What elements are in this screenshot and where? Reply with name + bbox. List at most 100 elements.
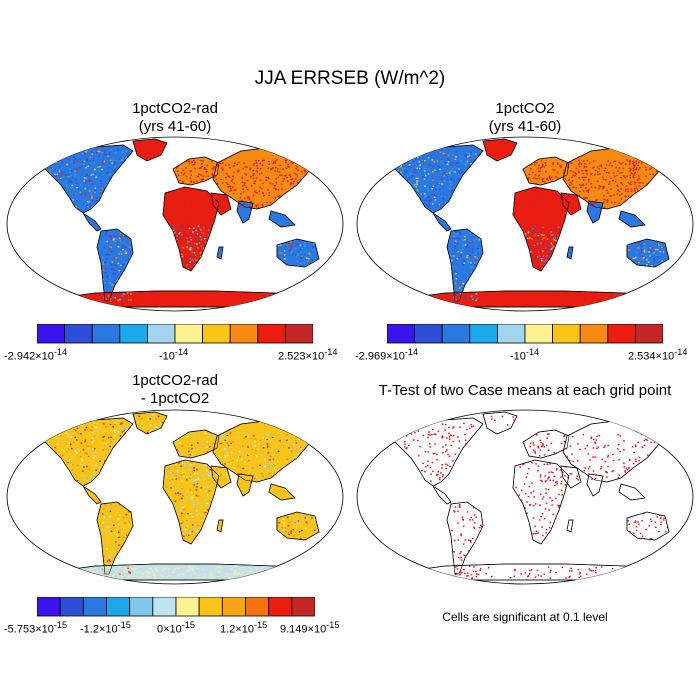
grid-cell: [76, 168, 79, 170]
grid-cell: [144, 150, 146, 152]
grid-cell: [267, 432, 270, 434]
grid-cell: [250, 439, 252, 441]
grid-cell: [641, 262, 643, 265]
grid-cell: [108, 559, 111, 561]
grid-cell: [637, 164, 639, 167]
grid-cell: [468, 255, 471, 257]
grid-cell: [518, 304, 521, 306]
grid-cell: [540, 194, 542, 197]
grid-cell: [129, 570, 132, 572]
grid-cell: [262, 470, 264, 472]
grid-cell: [311, 246, 314, 248]
grid-cell: [176, 210, 178, 212]
grid-cell: [57, 423, 60, 426]
grid-cell: [61, 161, 64, 163]
label-exp: -14: [674, 347, 688, 357]
grid-cell: [101, 152, 103, 154]
grid-cell: [184, 187, 187, 189]
grid-cell: [83, 152, 86, 155]
grid-cell: [229, 573, 231, 575]
grid-cell: [73, 428, 75, 431]
grid-cell: [515, 217, 517, 220]
grid-cell: [494, 148, 497, 150]
grid-cell: [627, 293, 630, 296]
grid-cell: [183, 566, 185, 569]
grid-cell: [262, 436, 265, 439]
grid-cell: [188, 217, 191, 219]
grid-cell: [430, 149, 432, 151]
grid-cell: [83, 465, 86, 467]
grid-cell: [566, 163, 569, 165]
grid-cell: [192, 227, 195, 229]
grid-cell: [94, 295, 96, 297]
grid-cell: [269, 438, 272, 440]
grid-cell: [252, 435, 255, 438]
grid-cell: [114, 292, 117, 295]
grid-cell: [103, 186, 106, 188]
grid-cell: [451, 236, 454, 239]
grid-cell: [563, 201, 566, 203]
grid-cell: [195, 485, 198, 487]
grid-cell: [582, 184, 585, 187]
grid-cell: [67, 175, 70, 178]
grid-cell: [292, 449, 295, 451]
grid-cell: [563, 169, 566, 172]
grid-cell: [110, 533, 112, 535]
grid-cell: [245, 466, 247, 469]
grid-cell: [121, 298, 123, 300]
grid-cell: [183, 494, 185, 497]
grid-cell: [432, 171, 434, 173]
grid-cell: [606, 199, 609, 202]
grid-cell: [555, 201, 558, 203]
grid-cell: [96, 175, 98, 177]
grid-cell: [71, 150, 74, 152]
grid-cell: [554, 211, 556, 213]
grid-cell: [289, 183, 292, 186]
grid-cell: [290, 446, 293, 449]
grid-cell: [592, 160, 595, 162]
grid-cell: [565, 204, 568, 207]
grid-cell: [297, 254, 300, 257]
grid-cell: [558, 197, 560, 199]
grid-cell: [55, 425, 57, 427]
grid-cell: [205, 505, 207, 507]
grid-cell: [265, 303, 267, 305]
grid-cell: [201, 474, 204, 477]
grid-cell: [305, 432, 307, 434]
grid-cell: [267, 167, 270, 169]
grid-cell: [239, 452, 241, 454]
grid-cell: [274, 162, 277, 164]
grid-cell: [585, 190, 588, 192]
grid-cell: [65, 432, 68, 435]
grid-cell: [424, 160, 426, 162]
grid-cell: [202, 204, 204, 207]
grid-cell: [169, 469, 172, 472]
grid-cell: [122, 573, 125, 575]
colorbar-swatch: [64, 324, 93, 344]
grid-cell: [203, 223, 206, 226]
grid-cell: [119, 295, 121, 297]
grid-cell: [181, 461, 184, 464]
grid-cell: [512, 144, 515, 146]
grid-cell: [562, 172, 565, 174]
grid-cell: [507, 297, 509, 299]
grid-cell: [242, 573, 245, 576]
grid-cell: [240, 472, 243, 475]
grid-cell: [114, 294, 116, 296]
grid-cell: [568, 187, 571, 189]
grid-cell: [242, 204, 244, 206]
grid-cell: [244, 576, 246, 578]
grid-cell: [186, 203, 189, 205]
grid-cell: [215, 161, 218, 163]
grid-cell: [545, 164, 547, 167]
grid-cell: [200, 245, 203, 247]
grid-cell: [85, 452, 87, 454]
grid-cell: [197, 577, 200, 579]
grid-cell: [638, 182, 641, 184]
grid-cell: [579, 162, 581, 164]
grid-cell: [525, 195, 528, 197]
grid-cell: [643, 251, 646, 253]
grid-cell: [556, 297, 559, 300]
grid-cell: [571, 176, 573, 178]
grid-cell: [152, 302, 154, 304]
